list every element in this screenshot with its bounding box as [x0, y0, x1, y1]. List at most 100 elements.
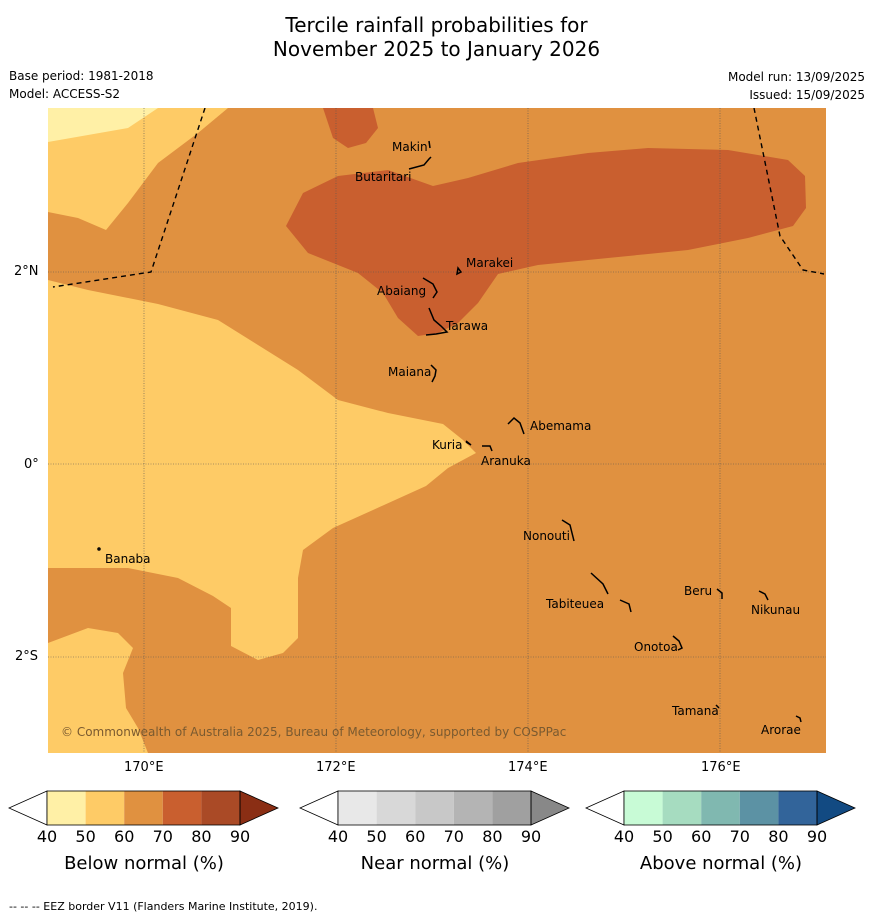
island-tabiteuea-south	[619, 599, 632, 613]
island-nonouti	[561, 519, 575, 542]
colorbar-tick-label: 40	[37, 827, 57, 846]
island-tamana	[715, 704, 720, 709]
label-aranuka: Aranuka	[481, 454, 531, 468]
island-abemama	[507, 416, 525, 435]
colorbar-segment	[162, 791, 202, 825]
lon-tick-172e: 172°E	[316, 760, 356, 775]
label-butaritari: Butaritari	[355, 170, 412, 184]
colorbar-extend-low	[585, 790, 625, 826]
colorbar-segment	[85, 791, 125, 825]
lon-tick-176e: 176°E	[701, 760, 741, 775]
island-nikunau	[758, 590, 769, 601]
colorbar-segment	[124, 791, 163, 825]
colorbar-title-above: Above normal (%)	[639, 853, 803, 874]
colorbar-tick-label: 50	[366, 827, 386, 846]
island-onotoa	[672, 635, 683, 651]
region-below-40-50	[48, 108, 158, 142]
island-marakei	[456, 266, 463, 276]
island-beru	[716, 588, 723, 599]
colorbar-tick-label: 70	[444, 827, 464, 846]
colorbar-segment	[492, 791, 531, 825]
label-tabiteuea: Tabiteuea	[545, 597, 604, 611]
colorbar-segment	[338, 791, 377, 825]
label-abaiang: Abaiang	[377, 284, 426, 298]
colorbar-tick-label: 70	[730, 827, 750, 846]
colorbar-segment	[415, 791, 454, 825]
island-abaiang	[422, 277, 438, 299]
label-beru: Beru	[684, 584, 712, 598]
colorbar-tick-label: 60	[691, 827, 711, 846]
graticule	[48, 108, 826, 753]
colorbar-above-normal: 40 50 60 70 80 90	[585, 790, 856, 846]
colorbar-segment	[778, 791, 817, 825]
colorbar-segment	[662, 791, 702, 825]
colorbar-extend-high	[816, 790, 856, 826]
colorbar-segment	[47, 791, 86, 825]
colorbar-tick-label: 90	[230, 827, 250, 846]
lon-tick-170e: 170°E	[124, 760, 164, 775]
lat-tick-0: 0°	[24, 457, 39, 472]
colorbar-tick-label: 70	[153, 827, 173, 846]
colorbar-title-below: Below normal (%)	[64, 853, 224, 874]
colorbar-segment	[376, 791, 416, 825]
colorbar-frame	[623, 790, 818, 826]
colorbar-segment	[739, 791, 779, 825]
island-kuria	[465, 440, 472, 446]
colorbar-tick-label: 90	[807, 827, 827, 846]
copyright-notice: © Commonwealth of Australia 2025, Bureau…	[61, 725, 566, 739]
model-run: Model run: 13/09/2025	[727, 70, 865, 84]
colorbar-segment	[453, 791, 493, 825]
eez-border	[52, 108, 825, 288]
label-kuria: Kuria	[432, 438, 463, 452]
label-tarawa: Tarawa	[445, 319, 488, 333]
island-banaba	[97, 547, 101, 551]
colorbar-extend-low	[8, 790, 48, 826]
colorbar-tick-label: 90	[521, 827, 541, 846]
colorbar-tick-label: 80	[191, 827, 211, 846]
colorbar-title-near: Near normal (%)	[360, 853, 510, 874]
label-onotoa: Onotoa	[634, 640, 678, 654]
colorbar-frame	[46, 790, 241, 826]
island-tabiteuea-north	[590, 572, 609, 595]
colorbar-tick-label: 60	[114, 827, 134, 846]
lon-tick-174e: 174°E	[508, 760, 548, 775]
label-makin: Makin	[392, 140, 428, 154]
map-title-line1: Tercile rainfall probabilities for	[285, 13, 588, 37]
lat-tick-2n: 2°N	[14, 264, 39, 279]
colorbar-segment	[624, 791, 663, 825]
colorbar-segment	[201, 791, 240, 825]
label-banaba: Banaba	[105, 552, 151, 566]
region-below-50-60-north	[48, 108, 228, 230]
colorbar-tick-label: 80	[768, 827, 788, 846]
label-arorae: Arorae	[761, 723, 801, 737]
base-period: Base period: 1981-2018	[9, 69, 154, 83]
colorbar-tick-label: 50	[75, 827, 95, 846]
colorbar-extend-high	[530, 790, 570, 826]
model-name: Model: ACCESS-S2	[9, 87, 121, 101]
island-aranuka	[482, 445, 493, 452]
colorbar-extend-low	[299, 790, 339, 826]
region-below-70-80-north	[323, 108, 378, 148]
label-tamana: Tamana	[671, 704, 719, 718]
island-makin	[428, 140, 431, 149]
colorbar-tick-label: 60	[405, 827, 425, 846]
island-tarawa	[425, 307, 449, 336]
region-below-50-60-west	[48, 280, 476, 660]
colorbar-below-normal: 40 50 60 70 80 90	[8, 790, 279, 846]
label-nonouti: Nonouti	[523, 529, 570, 543]
colorbar-tick-label: 40	[328, 827, 348, 846]
label-abemama: Abemama	[530, 419, 591, 433]
island-butaritari	[408, 156, 432, 170]
region-below-70-80-band	[286, 148, 806, 336]
map-title-line2: November 2025 to January 2026	[272, 37, 601, 61]
island-maiana	[430, 364, 437, 383]
label-maiana: Maiana	[388, 365, 431, 379]
islands	[97, 140, 802, 723]
label-nikunau: Nikunau	[751, 603, 800, 617]
lat-tick-2s: 2°S	[15, 649, 39, 664]
colorbar-tick-label: 80	[482, 827, 502, 846]
issued-date: Issued: 15/09/2025	[749, 88, 865, 102]
footnote: -- -- -- EEZ border V11 (Flanders Marine…	[9, 900, 318, 913]
colorbar-extend-high	[239, 790, 279, 826]
colorbar-near-normal: 40 50 60 70 80 90	[299, 790, 570, 846]
